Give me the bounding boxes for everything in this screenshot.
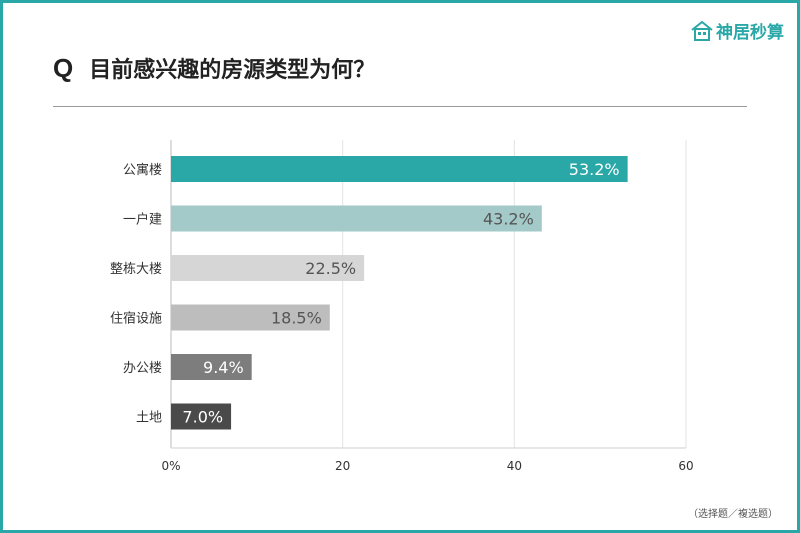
x-tick-label: 0% [161,459,180,473]
data-label: 43.2% [483,210,534,229]
data-label: 22.5% [305,259,356,278]
bar [171,403,232,430]
category-label: 土地 [136,411,162,426]
data-label: 18.5% [271,309,322,328]
title-divider [53,106,747,107]
bar [171,205,542,232]
category-label: 公寓楼 [123,162,162,178]
logo-text: 神居秒算 [716,23,784,43]
bar [171,156,628,182]
brand-logo: 神居秒算 [690,18,784,43]
question-mark: Q [53,53,74,83]
category-label: 一户建 [123,212,162,228]
category-label: 住宿设施 [110,311,162,327]
data-label: 9.4% [203,358,244,377]
bar [171,354,252,380]
data-label: 7.0% [182,408,223,427]
category-label: 办公楼 [123,361,162,376]
bar [171,304,330,331]
x-tick-label: 40 [507,459,522,473]
house-icon [691,20,713,41]
question-title: Q 目前感兴趣的房源类型为何？ [53,52,375,84]
data-label: 53.2% [569,160,620,179]
category-label: 整栋大楼 [110,261,162,277]
x-tick-label: 60 [678,459,693,473]
footnote: （选择题／複选题） [688,509,778,520]
question-text: 目前感兴趣的房源类型为何？ [89,58,376,83]
bar [171,255,365,281]
x-tick-label: 20 [335,459,350,473]
